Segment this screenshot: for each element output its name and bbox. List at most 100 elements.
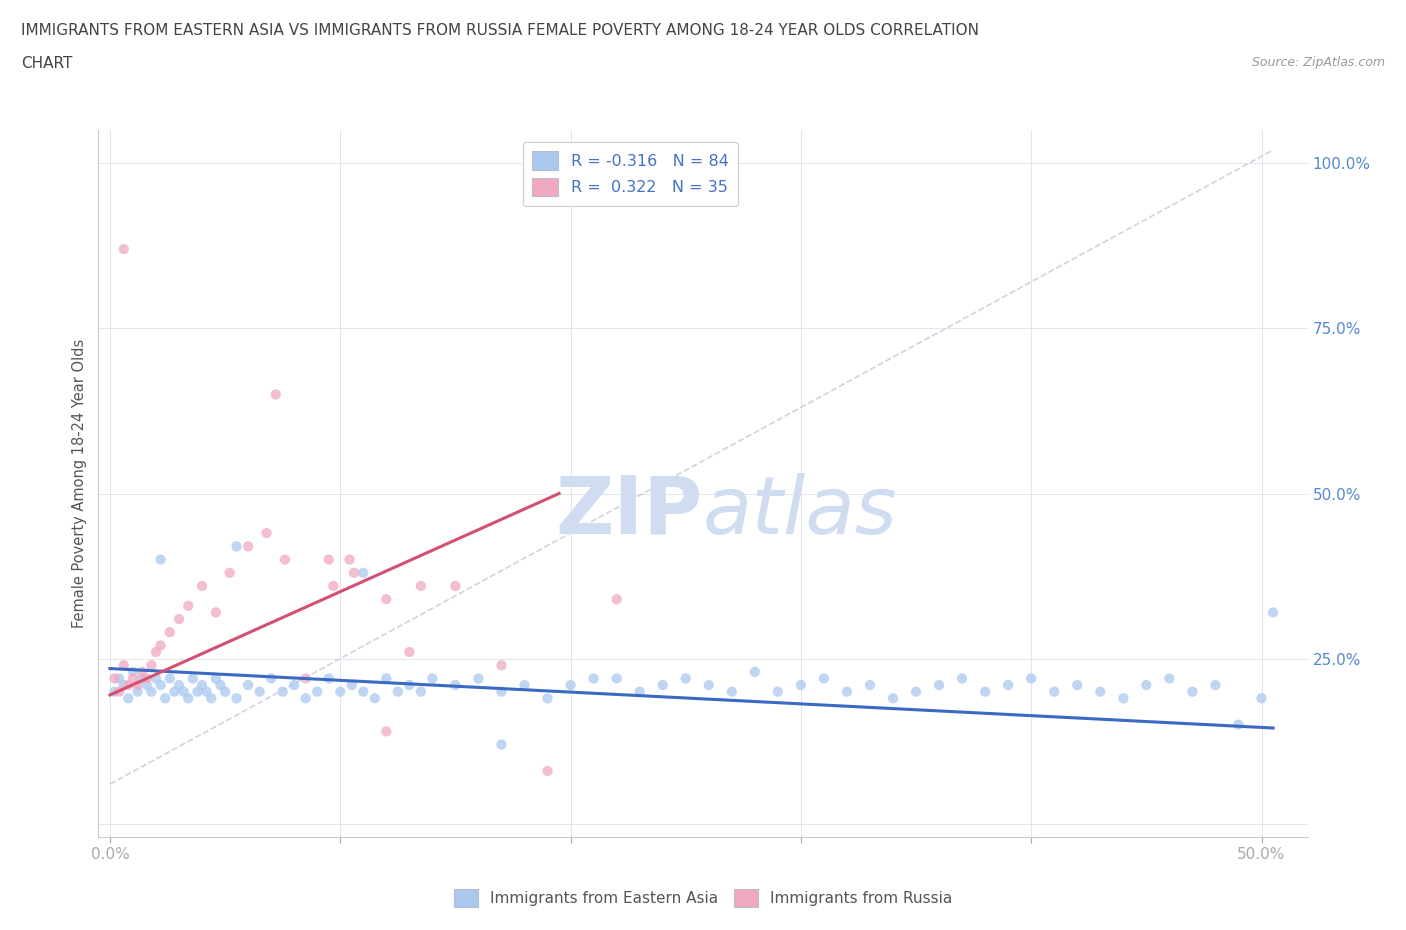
Text: ZIP: ZIP (555, 472, 703, 551)
Point (131, 671, 153, 686)
Point (214, 684, 236, 699)
Point (375, 591, 398, 606)
Point (135, 671, 157, 686)
Point (422, 671, 444, 686)
Point (329, 684, 352, 699)
Point (274, 552, 297, 567)
Point (997, 678, 1019, 693)
Point (974, 684, 997, 699)
Point (905, 684, 928, 699)
Point (744, 664, 766, 679)
Point (444, 678, 467, 693)
Point (352, 684, 374, 699)
Point (444, 578, 467, 593)
Point (307, 684, 329, 699)
Point (145, 671, 167, 686)
Point (322, 578, 344, 593)
Point (127, 678, 149, 693)
Point (720, 684, 742, 699)
Point (928, 678, 950, 693)
Point (467, 671, 489, 686)
Point (131, 664, 153, 679)
Y-axis label: Female Poverty Among 18-24 Year Olds: Female Poverty Among 18-24 Year Olds (72, 339, 87, 629)
Point (117, 678, 139, 693)
Point (141, 684, 163, 699)
Point (112, 678, 135, 693)
Point (159, 671, 181, 686)
Text: atlas: atlas (703, 472, 898, 551)
Point (340, 678, 363, 693)
Point (283, 678, 305, 693)
Point (145, 644, 167, 659)
Point (117, 691, 139, 706)
Point (1135, 678, 1157, 693)
Point (163, 684, 186, 699)
Point (149, 552, 172, 567)
Point (1019, 671, 1042, 686)
Point (675, 671, 697, 686)
Point (135, 678, 157, 693)
Text: Source: ZipAtlas.com: Source: ZipAtlas.com (1251, 56, 1385, 69)
Point (149, 638, 172, 653)
Point (205, 671, 228, 686)
Text: CHART: CHART (21, 56, 73, 71)
Point (582, 671, 605, 686)
Text: IMMIGRANTS FROM EASTERN ASIA VS IMMIGRANTS FROM RUSSIA FEMALE POVERTY AMONG 18-2: IMMIGRANTS FROM EASTERN ASIA VS IMMIGRAN… (21, 23, 979, 38)
Point (375, 671, 398, 686)
Point (1227, 717, 1250, 732)
Point (491, 658, 513, 672)
Point (318, 671, 340, 686)
Point (264, 387, 287, 402)
Point (364, 691, 387, 706)
Point (236, 678, 259, 693)
Point (186, 684, 208, 699)
Point (1043, 684, 1066, 699)
Point (218, 565, 240, 580)
Legend: R = -0.316   N = 84, R =  0.322   N = 35: R = -0.316 N = 84, R = 0.322 N = 35 (523, 141, 738, 206)
Point (167, 678, 190, 693)
Point (294, 671, 316, 686)
Point (127, 684, 149, 699)
Point (813, 671, 835, 686)
Point (122, 664, 145, 679)
Point (1159, 671, 1181, 686)
Point (225, 691, 247, 706)
Point (200, 691, 222, 706)
Point (1204, 678, 1226, 693)
Point (491, 737, 513, 752)
Point (149, 678, 172, 693)
Point (1090, 684, 1112, 699)
Point (409, 684, 432, 699)
Point (256, 525, 278, 540)
Point (225, 538, 247, 553)
Point (1250, 691, 1272, 706)
Point (173, 684, 195, 699)
Point (398, 644, 420, 659)
Point (318, 552, 340, 567)
Point (108, 684, 131, 699)
Point (167, 612, 190, 627)
Point (108, 671, 131, 686)
Point (195, 684, 218, 699)
Point (560, 678, 582, 693)
Point (343, 565, 366, 580)
Point (155, 691, 177, 706)
Point (249, 684, 271, 699)
Point (112, 658, 135, 672)
Point (1261, 605, 1284, 620)
Point (375, 724, 398, 738)
Point (339, 552, 361, 567)
Point (387, 684, 409, 699)
Point (236, 538, 259, 553)
Point (122, 671, 145, 686)
Point (209, 678, 232, 693)
Point (1112, 691, 1135, 706)
Point (1066, 678, 1088, 693)
Point (651, 678, 673, 693)
Point (159, 625, 181, 640)
Point (191, 578, 214, 593)
Point (697, 678, 720, 693)
Point (859, 678, 882, 693)
Point (766, 684, 789, 699)
Point (628, 684, 651, 699)
